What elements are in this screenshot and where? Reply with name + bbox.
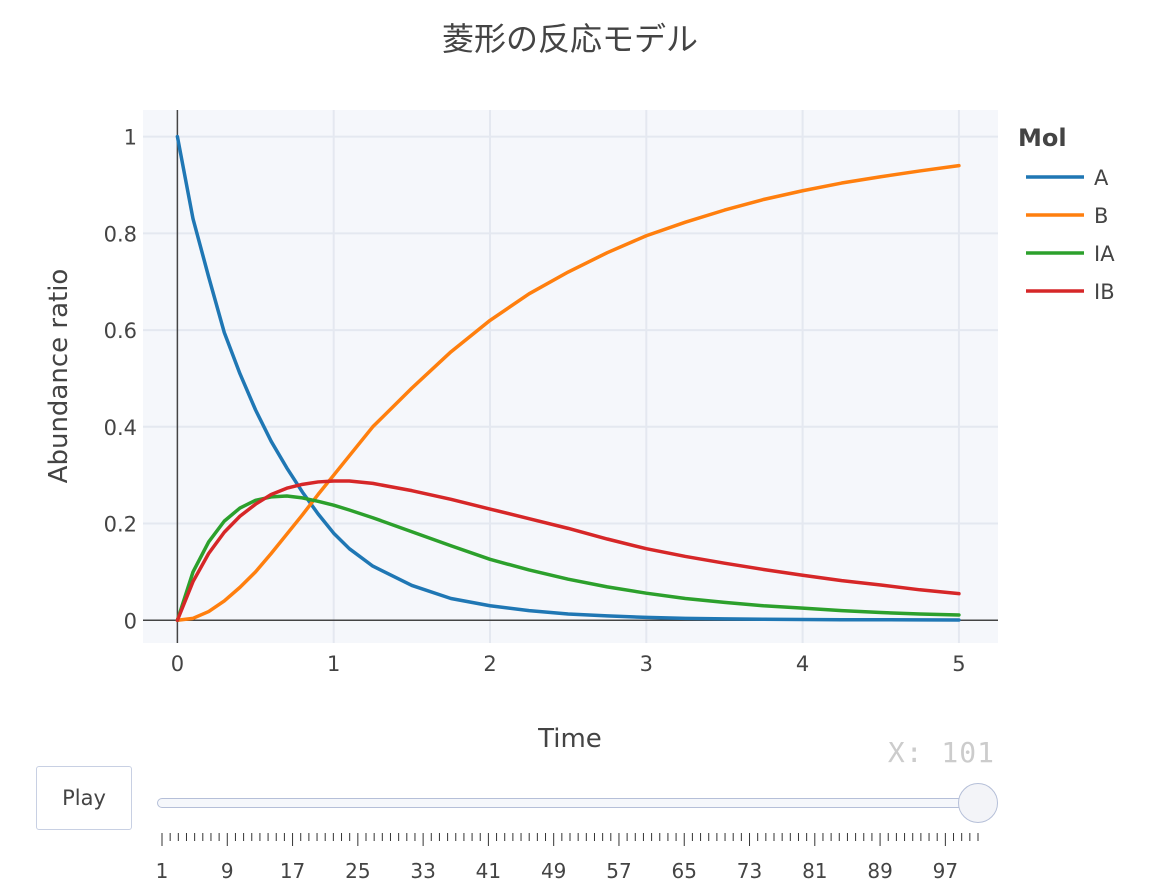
grid-lines: [143, 110, 998, 643]
slider-handle[interactable]: [958, 783, 998, 823]
x-tick-label: 0: [171, 652, 184, 676]
slider-tick-label: 89: [867, 859, 892, 883]
y-tick-label: 0: [124, 609, 137, 633]
slider-tick-label: 1: [156, 859, 169, 883]
slider-track[interactable]: [157, 798, 977, 808]
slider-tick-label: 65: [672, 859, 697, 883]
plot-background: [143, 110, 998, 643]
play-button[interactable]: Play: [36, 766, 132, 830]
slider-tick-label: 17: [280, 859, 305, 883]
tick-labels: 0 1 2 3 4 5 0 0.2 0.4 0.6 0.8 1: [104, 126, 966, 676]
slider-tick-label: 25: [345, 859, 370, 883]
x-tick-label: 1: [327, 652, 340, 676]
legend-title: Mol: [1018, 124, 1067, 152]
legend-item-ib[interactable]: IB: [1094, 280, 1115, 304]
y-tick-label: 0.6: [104, 319, 137, 343]
y-tick-label: 0.2: [104, 513, 137, 537]
y-tick-label: 0.8: [104, 222, 137, 246]
x-tick-label: 4: [796, 652, 809, 676]
slider-tick-label: 49: [541, 859, 566, 883]
slider-tick-label: 33: [410, 859, 435, 883]
slider-tick-label: 9: [221, 859, 234, 883]
chart-title: 菱形の反応モデル: [442, 20, 698, 58]
slider-tick-label: 73: [737, 859, 762, 883]
slider-tick-label: 57: [606, 859, 631, 883]
legend-item-b[interactable]: B: [1094, 204, 1108, 228]
slider-ticks: 1 9 17 25 33 41 49 57 65 73 81 89 97: [156, 833, 979, 883]
legend-item-ia[interactable]: IA: [1094, 242, 1115, 266]
x-axis-label: Time: [537, 724, 602, 754]
x-tick-label: 3: [640, 652, 653, 676]
legend[interactable]: Mol AB IA IB: [1018, 124, 1115, 304]
slider-tick-label: 41: [476, 859, 501, 883]
y-tick-label: 1: [124, 126, 137, 150]
y-axis-label: Abundance ratio: [44, 269, 74, 484]
y-tick-label: 0.4: [104, 416, 137, 440]
slider-current-value: X: 101: [887, 736, 995, 769]
series-line-ib: [175, 479, 961, 623]
legend-item-a[interactable]: A: [1094, 166, 1109, 190]
series-lines: [175, 134, 961, 623]
slider-tick-label: 97: [933, 859, 958, 883]
series-line-ia: [175, 494, 961, 623]
x-tick-label: 2: [483, 652, 496, 676]
slider-tick-label: 81: [802, 859, 827, 883]
x-tick-label: 5: [952, 652, 965, 676]
series-line-a: [175, 134, 961, 622]
series-line-b: [175, 163, 961, 623]
